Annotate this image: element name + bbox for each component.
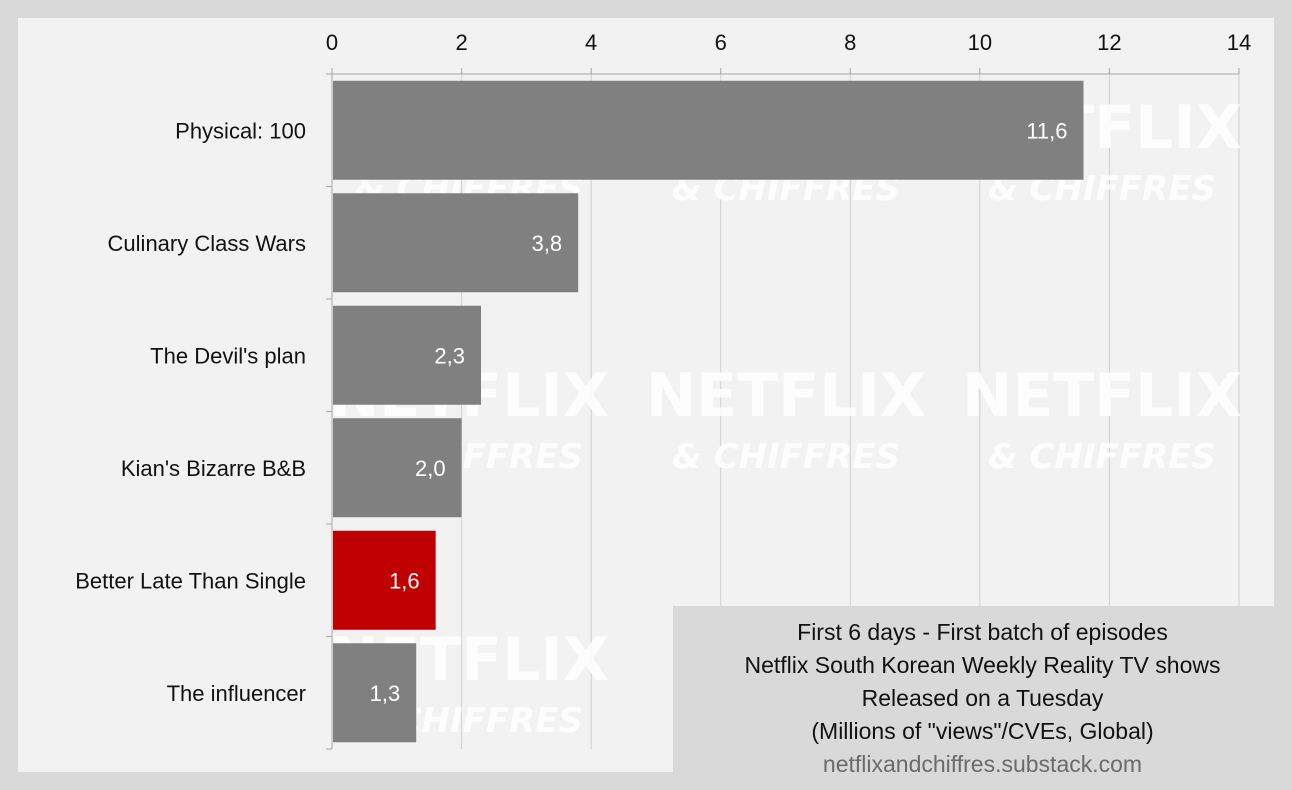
bar <box>333 530 436 630</box>
category-label: The influencer <box>167 681 306 706</box>
data-label: 11,6 <box>1026 118 1067 143</box>
watermark-tagline: & CHIFFRES <box>988 437 1216 477</box>
annotation-line-1: First 6 days - First batch of episodes <box>797 618 1168 645</box>
category-label: Physical: 100 <box>175 118 306 143</box>
annotation-line-2: Netflix South Korean Weekly Reality TV s… <box>744 651 1221 678</box>
x-tick-label: 4 <box>585 30 597 55</box>
data-label: 1,6 <box>389 568 420 593</box>
data-label: 1,3 <box>370 681 401 706</box>
bar <box>333 418 462 518</box>
x-tick-label: 6 <box>715 30 727 55</box>
data-label: 3,8 <box>532 231 563 256</box>
source-link[interactable]: netflixandchiffres.substack.com <box>822 750 1143 777</box>
x-tick-label: 2 <box>455 30 467 55</box>
watermark-brand: NETFLIX <box>646 361 926 431</box>
annotation-line-4: (Millions of "views"/CVEs, Global) <box>811 717 1154 744</box>
grid-lines <box>461 74 1240 749</box>
data-label: 2,3 <box>434 343 465 368</box>
data-label: 2,0 <box>415 456 446 481</box>
bar <box>333 305 482 405</box>
annotation-box: First 6 days - First batch of episodes N… <box>673 606 1292 790</box>
bar <box>333 80 1084 180</box>
bars <box>333 80 1084 743</box>
watermark-brand: NETFLIX <box>962 361 1242 431</box>
x-tick-label: 14 <box>1227 30 1251 55</box>
labels: 0 2 4 6 8 10 12 14 11,6 Physical: 100 3,8 Culinary … <box>75 30 1251 706</box>
category-label: Culinary Class Wars <box>108 231 306 256</box>
x-tick-label: 0 <box>326 30 338 55</box>
category-label: Better Late Than Single <box>75 568 306 593</box>
watermark-tagline: & CHIFFRES <box>672 437 900 477</box>
bar <box>333 643 417 743</box>
bar <box>333 193 579 293</box>
x-tick-label: 12 <box>1097 30 1121 55</box>
axes <box>326 68 1240 750</box>
x-tick-label: 8 <box>844 30 856 55</box>
category-label: Kian's Bizarre B&B <box>121 456 306 481</box>
category-label: The Devil's plan <box>150 343 306 368</box>
annotation-line-3: Released on a Tuesday <box>861 684 1104 711</box>
x-tick-label: 10 <box>968 30 992 55</box>
